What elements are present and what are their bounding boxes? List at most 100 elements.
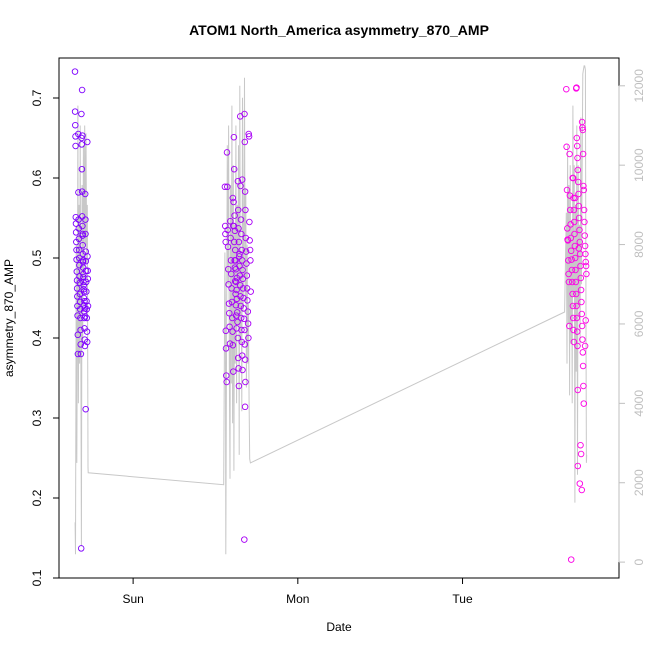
data-point — [242, 206, 249, 214]
data-point — [570, 338, 578, 346]
data-point — [245, 130, 252, 138]
data-point — [242, 378, 249, 386]
data-point — [579, 124, 586, 131]
data-point — [566, 322, 573, 330]
data-point — [79, 132, 86, 139]
data-point — [580, 186, 588, 194]
data-point — [577, 450, 585, 458]
data-point — [244, 308, 252, 315]
data-point — [246, 237, 253, 244]
data-point — [243, 272, 251, 279]
data-point — [563, 143, 570, 151]
data-point — [565, 278, 573, 286]
data-point — [238, 326, 245, 334]
data-point — [234, 334, 242, 342]
data-point — [237, 314, 245, 322]
data-point — [577, 286, 585, 294]
data-point — [582, 258, 589, 266]
data-point — [79, 222, 86, 230]
data-point — [566, 150, 573, 158]
data-point — [565, 270, 572, 278]
data-point — [233, 274, 241, 282]
data-point — [76, 298, 84, 306]
data-point — [82, 278, 90, 286]
data-point — [235, 365, 242, 372]
data-point — [236, 250, 243, 258]
y-axis: 0.1 0.2 0.3 0.4 0.5 0.6 0.7 — [30, 89, 60, 586]
data-point — [576, 226, 583, 234]
data-point — [569, 314, 577, 322]
data-point — [581, 232, 588, 239]
data-point — [564, 225, 571, 232]
data-point — [578, 310, 586, 318]
data-point — [84, 138, 91, 146]
data-point — [75, 216, 82, 223]
data-point — [234, 206, 242, 214]
data-point — [567, 556, 575, 563]
x-tick-label: Sun — [122, 592, 143, 606]
data-point — [574, 462, 582, 470]
data-point — [573, 328, 581, 335]
data-point — [568, 256, 575, 263]
data-point — [581, 218, 588, 226]
data-point — [241, 536, 248, 543]
data-point — [77, 350, 85, 358]
data-point — [578, 486, 586, 494]
data-point — [571, 254, 579, 262]
data-point — [84, 267, 91, 275]
data-point — [82, 230, 89, 238]
data-point — [577, 441, 584, 449]
count-series-line — [74, 65, 588, 555]
data-point — [72, 121, 79, 129]
data-point — [77, 326, 84, 334]
data-point — [222, 327, 230, 335]
data-point — [232, 278, 240, 286]
data-point — [570, 194, 577, 202]
data-point — [78, 141, 85, 148]
data-point — [578, 322, 586, 330]
data-point — [580, 182, 587, 190]
data-point — [575, 202, 583, 210]
data-point — [567, 247, 575, 255]
data-point — [83, 305, 90, 313]
data-point — [230, 198, 237, 206]
data-point — [226, 323, 233, 331]
data-point — [227, 217, 234, 225]
data-point — [575, 190, 582, 198]
data-point — [574, 342, 581, 350]
data-point — [81, 297, 88, 305]
data-point — [572, 290, 580, 298]
data-point — [582, 317, 589, 324]
data-point — [232, 265, 240, 273]
data-point — [243, 260, 250, 267]
data-point — [583, 270, 590, 278]
data-point — [80, 278, 87, 286]
data-point — [244, 320, 252, 327]
data-point — [84, 253, 91, 260]
data-point — [77, 314, 84, 322]
data-point — [238, 176, 246, 183]
data-point — [229, 194, 237, 202]
data-point — [565, 257, 572, 264]
data-point — [80, 288, 88, 295]
data-point — [241, 188, 249, 195]
data-point — [568, 266, 576, 274]
data-point — [240, 305, 248, 312]
data-point — [578, 298, 585, 306]
data-point — [231, 264, 239, 271]
data-point — [228, 298, 236, 306]
data-point — [78, 110, 85, 118]
data-point — [247, 288, 254, 295]
data-point — [579, 349, 587, 356]
data-point — [234, 318, 241, 326]
plot-frame — [58, 57, 620, 579]
data-point — [223, 378, 230, 386]
data-point — [563, 85, 570, 93]
data-point — [223, 149, 231, 156]
data-point — [241, 356, 249, 363]
data-point — [232, 301, 240, 309]
data-point — [579, 336, 586, 343]
data-point — [573, 302, 580, 310]
y-tick-label: 0.6 — [30, 169, 44, 186]
data-point — [73, 285, 81, 292]
